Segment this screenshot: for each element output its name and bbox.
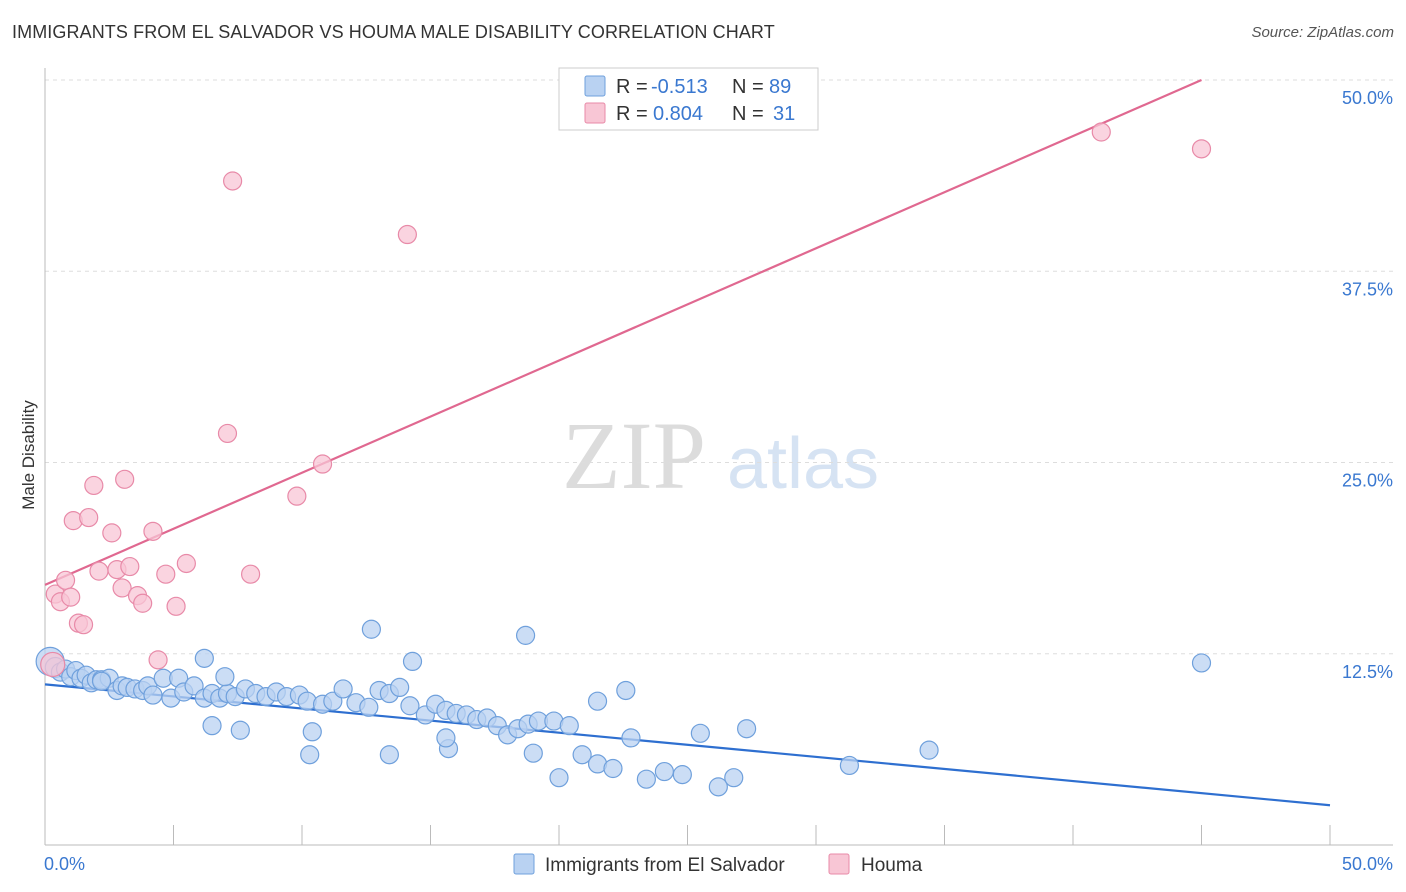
point-houma (120, 556, 140, 577)
point-el-salvador (616, 680, 636, 701)
legend-swatch-pink (584, 102, 606, 124)
point-el-salvador (523, 743, 543, 763)
chart-title: IMMIGRANTS FROM EL SALVADOR VS HOUMA MAL… (12, 22, 775, 42)
x-tick-label: 50.0% (1342, 854, 1393, 874)
point-houma (223, 171, 243, 191)
series-legend-label-2: Houma (861, 855, 923, 876)
y-tick-label: 37.5% (1342, 279, 1393, 299)
point-el-salvador (708, 777, 728, 797)
point-houma (1091, 122, 1111, 142)
point-houma (112, 578, 132, 598)
legend-n-label-2: N = (732, 103, 764, 125)
point-houma (63, 511, 83, 531)
legend-swatch-blue (584, 75, 606, 97)
gridlines (45, 79, 1393, 655)
point-el-salvador (359, 697, 379, 717)
point-houma (176, 553, 196, 574)
point-el-salvador (194, 648, 214, 668)
legend-n-value-2: 31 (773, 103, 795, 125)
y-tick-label: 12.5% (1342, 662, 1393, 682)
point-houma (217, 423, 238, 444)
watermark-zip: ZIP (562, 402, 706, 509)
point-el-salvador (402, 651, 423, 672)
point-el-salvador (379, 745, 399, 765)
y-tick-label: 25.0% (1342, 471, 1393, 491)
point-houma (148, 650, 168, 670)
point-el-salvador (215, 667, 235, 687)
point-el-salvador (636, 769, 656, 789)
point-houma (312, 454, 333, 474)
series-legend-swatch-pink (828, 853, 850, 875)
legend-n-label-1: N = (732, 76, 764, 98)
point-el-salvador (672, 765, 692, 785)
point-el-salvador (621, 728, 641, 748)
legend-r-value-2: 0.804 (653, 103, 703, 125)
series-legend: Immigrants from El Salvador Houma (513, 853, 923, 876)
point-houma (89, 561, 109, 581)
axes (44, 68, 1393, 846)
point-el-salvador (839, 755, 860, 776)
point-houma (397, 224, 417, 245)
trend-lines (44, 78, 1331, 807)
data-points (35, 122, 1212, 797)
point-el-salvador (184, 676, 204, 696)
point-houma (61, 587, 81, 607)
point-houma (40, 651, 66, 678)
point-el-salvador (300, 745, 320, 765)
point-houma (115, 469, 135, 489)
point-el-salvador (390, 677, 410, 698)
point-el-salvador (549, 768, 569, 788)
legend-r-label-2: R = (616, 103, 648, 125)
point-el-salvador (515, 625, 536, 645)
point-houma (241, 564, 261, 584)
legend-r-value-1: -0.513 (651, 76, 708, 98)
point-houma (156, 564, 176, 584)
trend-line-houma (44, 78, 1202, 586)
trend-line-el-salvador (44, 683, 1331, 807)
point-el-salvador (436, 728, 456, 748)
point-houma (84, 475, 104, 496)
point-el-salvador (143, 685, 163, 705)
point-el-salvador (690, 723, 710, 743)
series-legend-label-1: Immigrants from El Salvador (545, 855, 785, 876)
point-el-salvador (323, 691, 343, 711)
point-el-salvador (230, 720, 250, 740)
point-el-salvador (202, 716, 222, 736)
point-houma (79, 507, 99, 528)
point-el-salvador (919, 740, 939, 760)
point-houma (287, 486, 307, 506)
legend-r-label-1: R = (616, 76, 648, 98)
point-el-salvador (654, 761, 674, 782)
point-houma (1191, 139, 1212, 159)
stats-legend: R = -0.513 N = 89 R = 0.804 N = 31 (558, 67, 819, 131)
point-el-salvador (737, 719, 757, 739)
watermark-atlas: atlas (727, 424, 879, 504)
point-el-salvador (572, 745, 592, 765)
point-houma (73, 615, 94, 635)
point-el-salvador (603, 758, 623, 779)
point-el-salvador (302, 722, 322, 742)
point-houma (55, 570, 76, 590)
point-el-salvador (587, 691, 608, 711)
y-axis-label: Male Disability (19, 400, 38, 510)
point-houma (143, 521, 163, 541)
source-label: Source: ZipAtlas.com (1251, 24, 1394, 41)
tick-labels: 12.5% 25.0% 37.5% 50.0% 0.0% 50.0% (44, 88, 1393, 874)
point-el-salvador (1191, 653, 1212, 673)
point-houma (102, 523, 122, 543)
point-el-salvador (297, 691, 317, 711)
point-houma (133, 593, 153, 613)
point-el-salvador (724, 768, 744, 788)
point-el-salvador (361, 619, 381, 639)
point-el-salvador (91, 671, 112, 691)
legend-n-value-1: 89 (769, 76, 791, 98)
point-houma (166, 596, 186, 616)
point-el-salvador (333, 679, 353, 699)
x-tick-label: 0.0% (44, 854, 85, 874)
point-el-salvador (559, 716, 579, 736)
series-legend-swatch-blue (513, 853, 535, 875)
point-el-salvador (400, 696, 420, 716)
y-tick-label: 50.0% (1342, 88, 1393, 108)
